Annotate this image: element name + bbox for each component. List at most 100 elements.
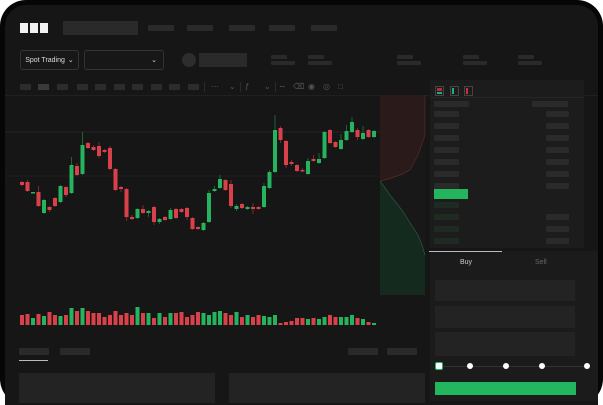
timeframe-button[interactable] <box>188 84 199 90</box>
spot-trading-label: Spot Trading <box>25 56 65 64</box>
total-input[interactable] <box>435 332 575 356</box>
stat-label <box>518 55 534 59</box>
chevron-down-icon: ⌄ <box>67 57 74 64</box>
timeframe-button[interactable] <box>57 84 68 90</box>
tab-sell[interactable]: Sell <box>535 259 547 266</box>
filter-button[interactable] <box>348 348 378 355</box>
candle-body <box>366 130 371 137</box>
book-row-price[interactable] <box>434 147 459 153</box>
book-both-icon[interactable] <box>435 86 444 96</box>
okx-logo[interactable] <box>20 23 48 33</box>
candle <box>135 208 140 219</box>
timeframe-button[interactable] <box>114 84 125 90</box>
order-book <box>430 80 584 248</box>
book-row-price[interactable] <box>434 111 459 117</box>
candle <box>361 126 365 140</box>
volume-bar <box>372 323 376 325</box>
book-row-amount <box>546 183 569 189</box>
tab-buy[interactable]: Buy <box>460 259 473 266</box>
book-row-price[interactable] <box>434 183 459 189</box>
chevron-down-icon[interactable]: ⌄ <box>264 82 271 91</box>
slider-step-50[interactable] <box>503 363 509 369</box>
volume-bar <box>190 315 195 325</box>
candle-body <box>185 208 189 217</box>
stat-value <box>397 61 421 65</box>
timeframe-button[interactable] <box>20 84 31 90</box>
candle-body <box>86 143 90 148</box>
timeframe-button[interactable] <box>77 84 88 90</box>
book-row-price[interactable] <box>434 123 459 129</box>
candle-body <box>47 207 52 210</box>
book-row-price[interactable] <box>434 214 459 220</box>
buy-button[interactable] <box>435 382 576 395</box>
candle <box>119 186 123 192</box>
candle-body <box>201 223 206 230</box>
book-row-price[interactable] <box>434 135 459 141</box>
tab-open-orders[interactable] <box>19 348 49 355</box>
book-row-amount <box>546 123 569 129</box>
volume-bar <box>350 315 354 325</box>
spot-trading-select[interactable]: Spot Trading ⌄ <box>20 50 79 70</box>
candlestick-chart[interactable] <box>5 5 380 335</box>
stat-value <box>308 61 332 65</box>
candle-body <box>350 122 354 132</box>
amount-input[interactable] <box>435 306 575 328</box>
tab-order-history[interactable] <box>60 348 90 355</box>
nav-item[interactable] <box>148 25 174 31</box>
volume-bar <box>284 322 288 325</box>
volume-bar <box>196 312 200 325</box>
ruler-icon[interactable]: ⌫ <box>293 82 305 91</box>
slider-step-100[interactable] <box>584 363 590 369</box>
settings-icon[interactable]: ◎ <box>323 82 330 91</box>
candle-body <box>267 172 272 188</box>
volume-bar <box>207 315 211 325</box>
book-asks-icon[interactable] <box>464 86 473 96</box>
slider-step-75[interactable] <box>539 363 545 369</box>
volume-bar <box>113 311 118 325</box>
book-row-price[interactable] <box>434 238 459 244</box>
nav-item[interactable] <box>187 25 213 31</box>
slider-handle[interactable] <box>435 362 443 370</box>
candle <box>97 142 101 158</box>
timeframe-button[interactable] <box>95 84 106 90</box>
line-icon[interactable]: ∼ <box>279 82 286 91</box>
nav-item[interactable] <box>311 25 337 31</box>
candle <box>322 131 327 159</box>
candle-type-icon[interactable]: ⋯ <box>211 82 219 91</box>
candle <box>300 168 305 172</box>
candle <box>273 115 277 173</box>
price-input[interactable] <box>435 280 575 301</box>
candle <box>289 160 294 166</box>
candle-body <box>218 179 222 188</box>
book-row-amount <box>546 159 569 165</box>
nav-item[interactable] <box>229 25 255 31</box>
fullscreen-icon[interactable]: □ <box>338 82 343 91</box>
book-row-price[interactable] <box>434 226 459 232</box>
candle <box>64 186 68 197</box>
book-row-price[interactable] <box>434 202 459 208</box>
volume-bar <box>218 311 222 325</box>
timeframe-button[interactable] <box>151 84 162 90</box>
timeframe-button[interactable] <box>132 84 143 90</box>
pair-select[interactable]: ⌄ <box>84 50 164 70</box>
filter-button[interactable] <box>387 348 417 355</box>
book-row-price[interactable] <box>434 171 459 177</box>
candle-body <box>284 141 288 165</box>
candle-body <box>168 210 173 219</box>
nav-item[interactable] <box>269 25 295 31</box>
search-placeholder[interactable] <box>63 21 138 35</box>
chevron-down-icon[interactable]: ⌄ <box>229 82 236 91</box>
book-row-price[interactable] <box>434 159 459 165</box>
timeframe-button-active[interactable] <box>38 84 49 90</box>
candle-body <box>207 193 211 222</box>
candle-body <box>240 204 244 208</box>
indicator-icon[interactable]: ƒ <box>245 82 250 91</box>
slider-step-25[interactable] <box>467 363 473 369</box>
timeframe-button[interactable] <box>169 84 180 90</box>
volume-bar <box>80 308 85 325</box>
camera-icon[interactable]: ◉ <box>308 82 315 91</box>
coin-icon <box>182 53 196 67</box>
book-row-amount <box>546 171 569 177</box>
book-bids-icon[interactable] <box>450 86 459 96</box>
slider-track[interactable] <box>438 366 588 367</box>
